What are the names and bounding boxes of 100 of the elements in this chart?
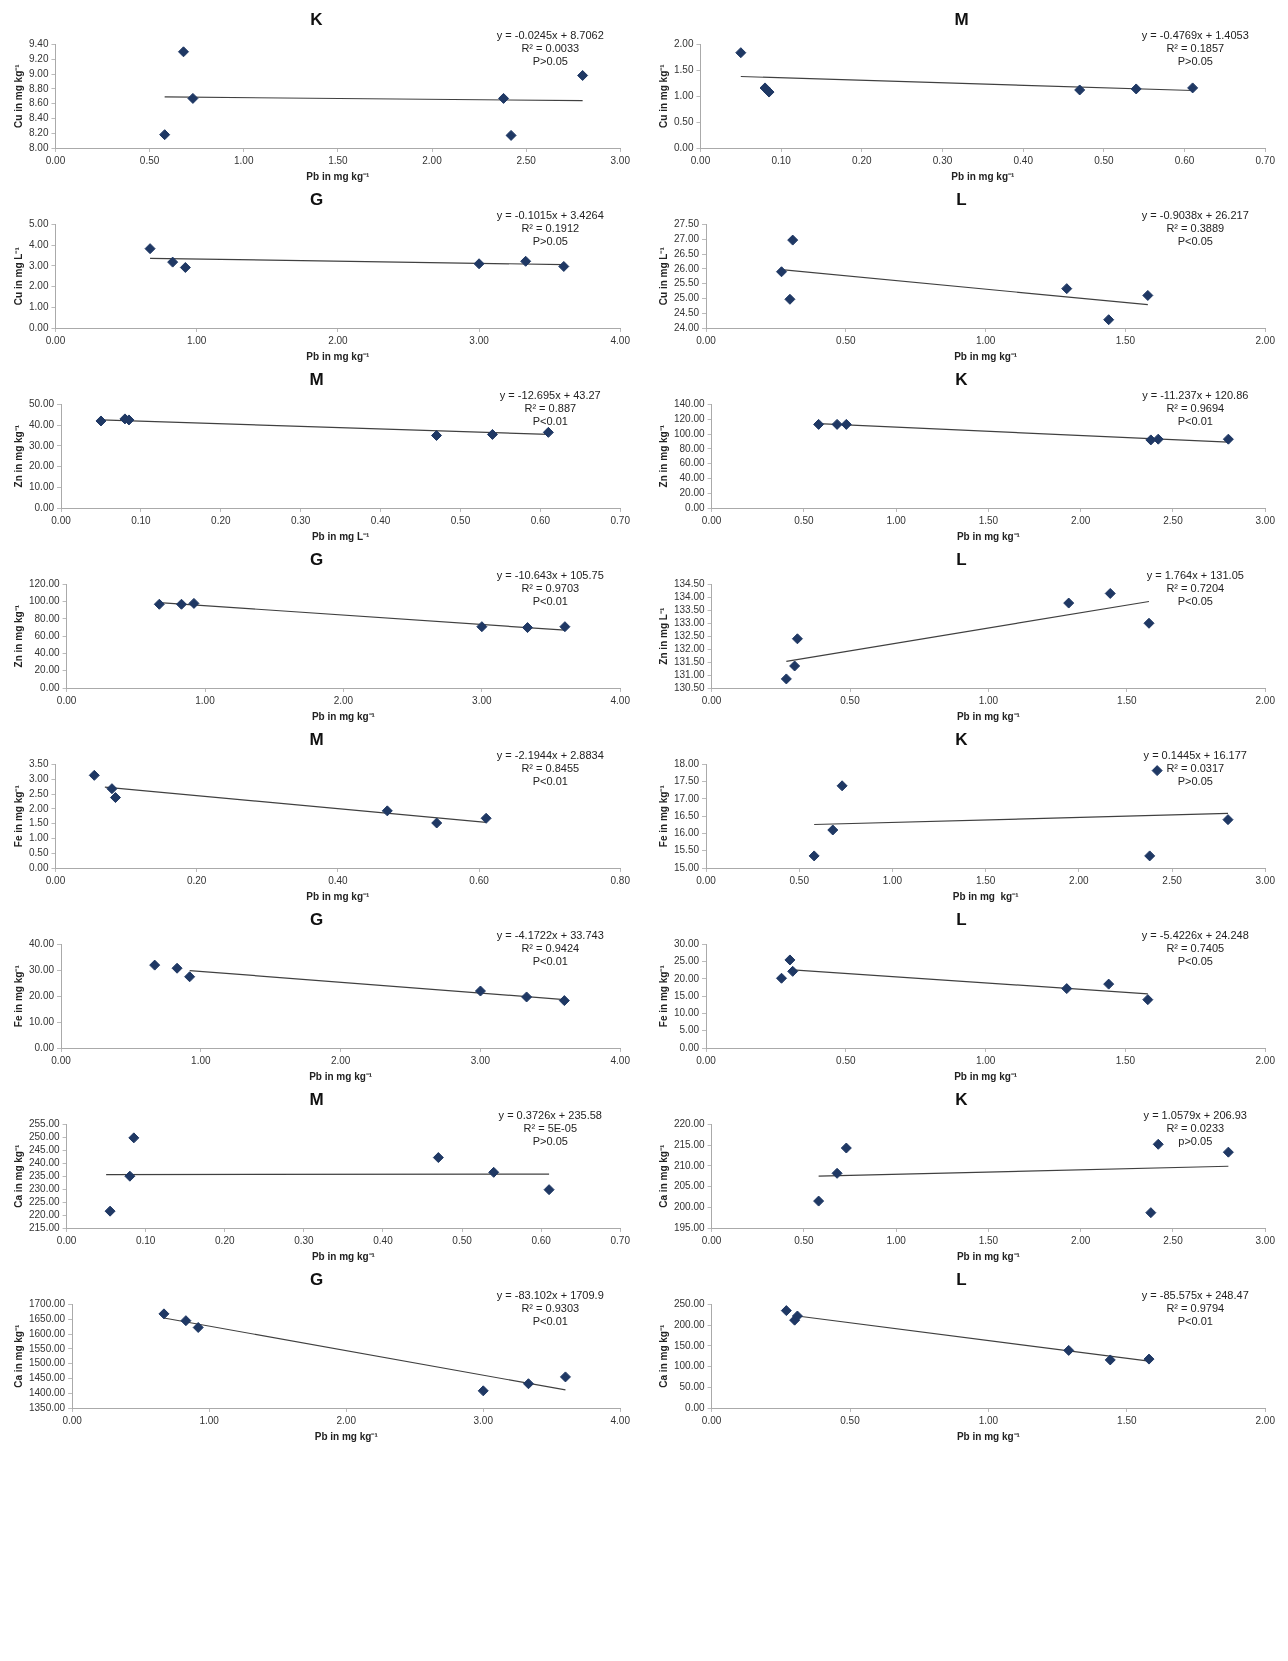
annotation: p>0.05 [1178, 1134, 1213, 1147]
y-tick-label: 1550.00 [28, 1342, 66, 1354]
x-tick-label: 1.00 [886, 514, 907, 526]
y-tick-label: 225.00 [28, 1195, 61, 1207]
text: y = -0.4769x + 1.4053 [1141, 28, 1249, 41]
y-tick-label: 3.00 [28, 772, 49, 784]
x-axis-title: Pb in mg kg⁻¹ [956, 530, 1021, 542]
x-tick-label: 0.50 [450, 514, 471, 526]
x-axis-title: Pb in mg kg⁻¹ [956, 1250, 1021, 1262]
point [808, 850, 820, 862]
point [1104, 1354, 1116, 1366]
text: y = -0.1015x + 3.4264 [496, 208, 604, 221]
y-tick-label: 134.00 [673, 591, 706, 603]
x-axis-title: Pb in mg kg⁻¹ [306, 350, 371, 362]
y-tick-label: 16.00 [673, 827, 700, 839]
y-tick-label: 30.00 [28, 439, 55, 451]
y-tick-label: 0.00 [28, 861, 49, 873]
point [1143, 617, 1155, 629]
x-axis-title: Pb in mg kg⁻¹ [311, 1250, 376, 1262]
x-axis-title: Pb in mg kg⁻¹ [954, 350, 1018, 362]
x-tick-label: 1.50 [1115, 334, 1136, 346]
point [1144, 850, 1156, 862]
y-tick-label: 1350.00 [28, 1401, 66, 1413]
annotation: R² = 0.8455 [521, 761, 580, 774]
y-tick-label: 245.00 [28, 1144, 61, 1156]
x-tick-label: 3.00 [473, 1414, 494, 1426]
y-tick-label: 131.00 [673, 668, 706, 680]
annotation: P>0.05 [1177, 54, 1213, 67]
y-tick-label: 0.00 [34, 501, 55, 513]
y-tick-label: 205.00 [673, 1180, 706, 1192]
y-tick-label: 1.00 [28, 301, 49, 313]
y-tick-label: 1400.00 [28, 1386, 66, 1398]
y-tick-label: 50.00 [28, 398, 55, 410]
y-tick-label: 120.00 [673, 412, 706, 424]
x-tick-label: 2.00 [328, 334, 349, 346]
annotation: P<0.01 [532, 1314, 568, 1327]
point [1104, 587, 1116, 599]
x-tick-label: 0.00 [56, 1234, 77, 1246]
point [1130, 83, 1142, 95]
x-tick-label: 1.00 [234, 154, 254, 166]
y-tick-label: 2.00 [673, 38, 694, 50]
text: y = 0.1445x + 16.177 [1143, 748, 1247, 761]
annotation: R² = 0.9424 [521, 941, 580, 954]
y-tick-label: 255.00 [28, 1118, 61, 1130]
chart-title: K [955, 369, 969, 389]
y-tick-label: 132.00 [673, 642, 706, 654]
x-tick-label: 0.20 [211, 514, 231, 526]
y-axis-title: Fe in mg kg⁻¹ [657, 964, 669, 1028]
x-tick-label: 2.00 [1255, 1414, 1276, 1426]
x-tick-label: 0.30 [290, 514, 311, 526]
point [498, 92, 510, 104]
x-tick-label: 2.00 [1070, 514, 1091, 526]
y-axis-title: Ca in mg kg⁻¹ [12, 1324, 24, 1388]
y-tick-label: 130.50 [673, 681, 706, 693]
y-axis-title: Fe in mg kg⁻¹ [12, 964, 24, 1028]
x-tick-label: 0.60 [531, 1234, 552, 1246]
y-tick-label: 3.00 [28, 259, 49, 271]
x-tick-label: 0.30 [294, 1234, 315, 1246]
x-tick-label: 0.20 [852, 154, 872, 166]
y-tick-label: 100.00 [28, 595, 61, 607]
y-tick-label: 2.00 [28, 802, 49, 814]
point [180, 1315, 192, 1327]
x-axis-title: Pb in mg L⁻¹ [311, 530, 371, 542]
point [784, 293, 796, 305]
point [1142, 289, 1154, 301]
point [104, 1205, 116, 1217]
point [1103, 978, 1115, 990]
x-tick-label: 0.40 [328, 874, 349, 886]
text: y = -83.102x + 1709.9 [496, 1288, 604, 1301]
point [787, 234, 799, 246]
x-tick-label: 0.70 [610, 514, 631, 526]
y-axis-title: Cu in mg L⁻¹ [657, 246, 669, 306]
chart-title: G [309, 189, 324, 209]
point [128, 1132, 140, 1144]
x-tick-label: 3.00 [469, 334, 490, 346]
chart-title: G [309, 909, 324, 929]
y-tick-label: 230.00 [28, 1182, 61, 1194]
point [1103, 314, 1115, 326]
x-tick-label: 1.00 [199, 1414, 220, 1426]
y-tick-label: 1600.00 [28, 1327, 66, 1339]
x-tick-label: 0.40 [370, 514, 391, 526]
y-tick-label: 20.00 [34, 664, 61, 676]
x-tick-label: 2.00 [422, 154, 443, 166]
x-tick-label: 1.00 [191, 1054, 211, 1066]
y-axis-title: Zn in mg kg⁻¹ [12, 604, 24, 668]
y-tick-label: 1.00 [673, 89, 694, 101]
y-tick-label: 1.50 [28, 817, 49, 829]
y-tick-label: 200.00 [673, 1201, 706, 1213]
x-tick-label: 0.60 [530, 514, 551, 526]
point [175, 598, 187, 610]
y-tick-label: 2.50 [28, 787, 49, 799]
x-tick-label: 1.00 [195, 694, 216, 706]
x-tick-label: 1.50 [1117, 1414, 1138, 1426]
point [789, 660, 801, 672]
y-tick-label: 120.00 [28, 578, 61, 590]
y-tick-label: 9.40 [28, 38, 49, 50]
y-tick-label: 10.00 [673, 1007, 700, 1019]
y-tick-label: 0.00 [685, 501, 706, 513]
x-tick-label: 3.00 [472, 694, 493, 706]
annotation: R² = 0.0233 [1166, 1121, 1225, 1134]
